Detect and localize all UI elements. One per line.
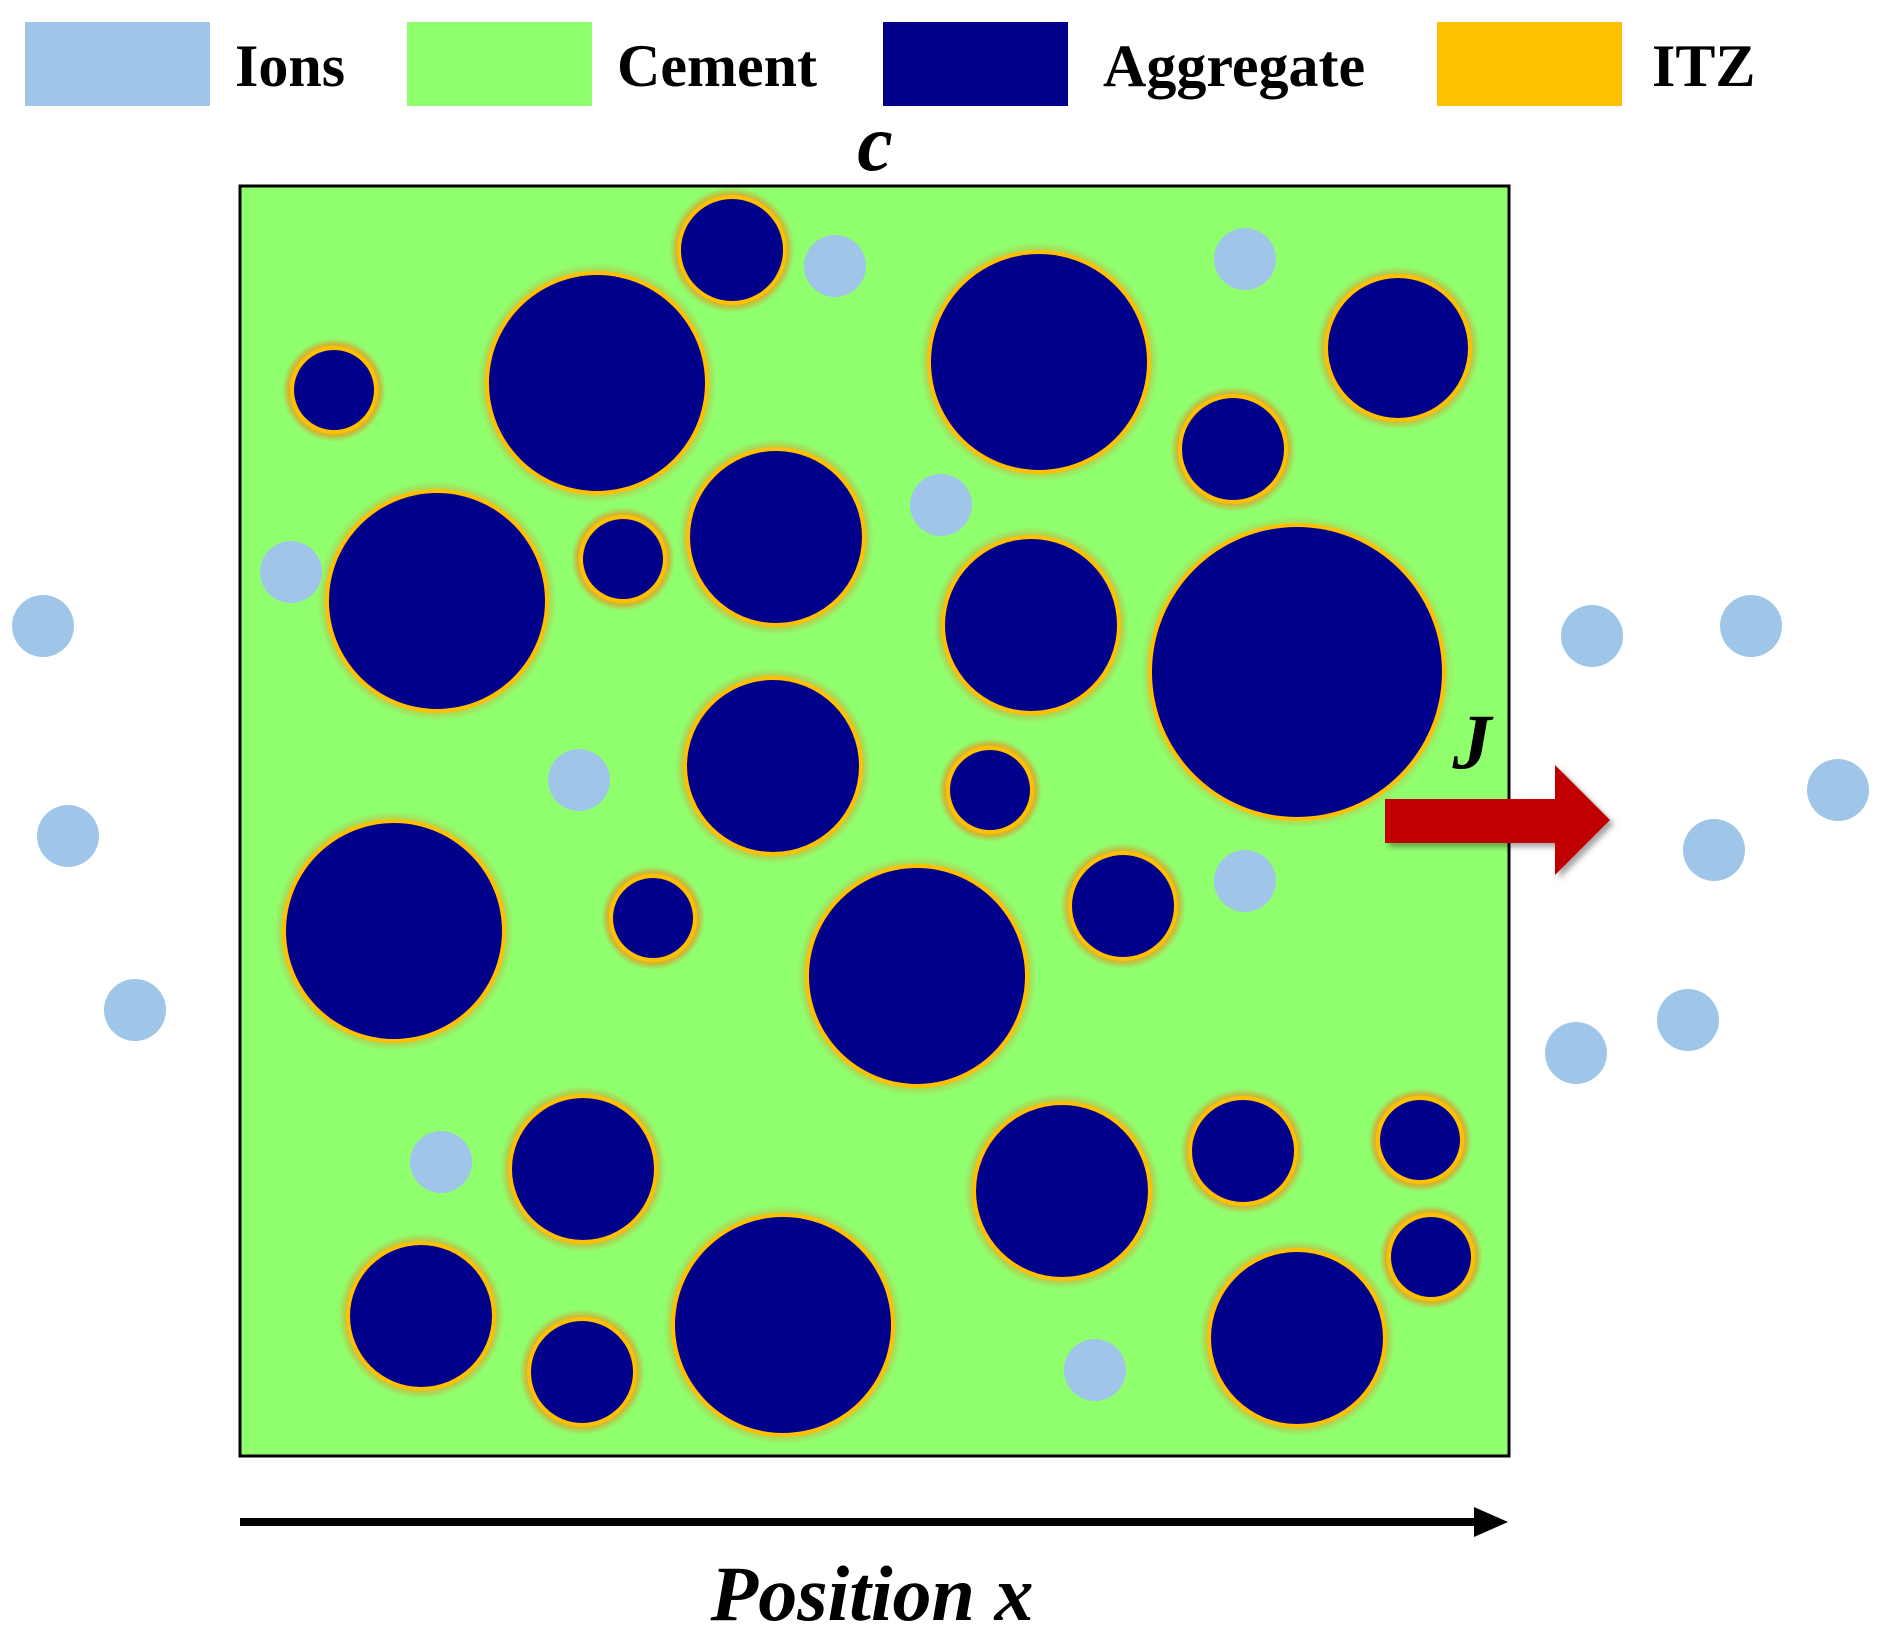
aggregate-particle bbox=[1316, 266, 1480, 430]
aggregate-core bbox=[1211, 1252, 1383, 1424]
aggregate-particle bbox=[317, 481, 557, 721]
ion-particle bbox=[410, 1131, 472, 1193]
aggregate-particle bbox=[797, 856, 1037, 1096]
ion-particle bbox=[104, 979, 166, 1041]
aggregate-particle bbox=[675, 668, 871, 864]
aggregate-core bbox=[329, 493, 545, 709]
aggregate-core bbox=[931, 254, 1147, 470]
aggregate-core bbox=[687, 680, 859, 852]
ion-particle bbox=[1720, 595, 1782, 657]
aggregate-particle bbox=[1170, 386, 1296, 512]
aggregate-particle bbox=[964, 1093, 1160, 1289]
aggregate-core bbox=[945, 539, 1117, 711]
aggregate-particle bbox=[571, 507, 675, 611]
ion-particle bbox=[1214, 850, 1276, 912]
legend-label-ions: Ions bbox=[235, 33, 345, 99]
ion-particle bbox=[548, 749, 610, 811]
aggregate-core bbox=[583, 519, 663, 599]
legend-label-cement: Cement bbox=[617, 33, 817, 99]
aggregate-core bbox=[1328, 278, 1468, 418]
ion-particle bbox=[1214, 228, 1276, 290]
aggregates-group bbox=[274, 187, 1483, 1445]
aggregate-particle bbox=[274, 811, 514, 1051]
legend: Ions Cement Aggregate ITZ bbox=[25, 22, 1755, 106]
ion-particle bbox=[1807, 759, 1869, 821]
aggregate-particle bbox=[1368, 1088, 1472, 1192]
position-axis-arrow bbox=[240, 1507, 1508, 1537]
aggregate-particle bbox=[919, 242, 1159, 482]
aggregate-core bbox=[1391, 1217, 1471, 1297]
ion-particle bbox=[1545, 1022, 1607, 1084]
legend-swatch-itz bbox=[1437, 22, 1622, 106]
ion-particle bbox=[1561, 605, 1623, 667]
aggregate-particle bbox=[933, 527, 1129, 723]
aggregate-core bbox=[531, 1321, 633, 1423]
legend-label-itz: ITZ bbox=[1652, 33, 1755, 99]
legend-swatch-ions bbox=[25, 22, 210, 106]
aggregate-core bbox=[675, 1217, 891, 1433]
aggregate-particle bbox=[500, 1086, 666, 1252]
legend-label-aggregate: Aggregate bbox=[1103, 33, 1365, 99]
aggregate-core bbox=[1072, 855, 1174, 957]
aggregate-particle bbox=[1199, 1240, 1395, 1436]
aggregate-particle bbox=[938, 738, 1042, 842]
aggregate-core bbox=[1182, 398, 1284, 500]
ions-outside-group bbox=[12, 595, 1869, 1084]
aggregate-core bbox=[286, 823, 502, 1039]
aggregate-particle bbox=[519, 1309, 645, 1435]
aggregate-particle bbox=[1379, 1205, 1483, 1309]
ion-particle bbox=[804, 235, 866, 297]
ion-particle bbox=[1657, 989, 1719, 1051]
flux-label: J bbox=[1452, 698, 1495, 785]
aggregate-particle bbox=[1140, 515, 1454, 829]
aggregate-particle bbox=[663, 1205, 903, 1445]
aggregate-particle bbox=[669, 187, 795, 313]
aggregate-core bbox=[690, 451, 862, 623]
aggregate-core bbox=[294, 350, 374, 430]
ion-particle bbox=[1064, 1339, 1126, 1401]
ion-particle bbox=[1683, 819, 1745, 881]
aggregate-particle bbox=[1060, 843, 1186, 969]
ion-particle bbox=[910, 474, 972, 536]
position-axis-label: Position x bbox=[710, 1550, 1034, 1637]
ion-particle bbox=[37, 805, 99, 867]
aggregate-core bbox=[681, 199, 783, 301]
aggregate-particle bbox=[477, 263, 717, 503]
aggregate-core bbox=[613, 878, 693, 958]
ion-particle bbox=[12, 595, 74, 657]
aggregate-core bbox=[950, 750, 1030, 830]
flux-arrow bbox=[1385, 765, 1610, 875]
aggregate-particle bbox=[338, 1233, 504, 1399]
aggregate-core bbox=[350, 1245, 492, 1387]
ion-particle bbox=[260, 541, 322, 603]
ions-inside-group bbox=[260, 228, 1276, 1401]
aggregate-particle bbox=[678, 439, 874, 635]
legend-swatch-aggregate bbox=[883, 22, 1068, 106]
concentration-label: c bbox=[857, 100, 893, 188]
aggregate-core bbox=[1380, 1100, 1460, 1180]
aggregate-particle bbox=[601, 866, 705, 970]
aggregate-core bbox=[489, 275, 705, 491]
aggregate-core bbox=[1152, 527, 1442, 817]
aggregate-core bbox=[809, 868, 1025, 1084]
aggregate-particle bbox=[1180, 1088, 1306, 1214]
aggregate-core bbox=[1192, 1100, 1294, 1202]
legend-swatch-cement bbox=[407, 22, 592, 106]
aggregate-particle bbox=[282, 338, 386, 442]
aggregate-core bbox=[976, 1105, 1148, 1277]
aggregate-core bbox=[512, 1098, 654, 1240]
